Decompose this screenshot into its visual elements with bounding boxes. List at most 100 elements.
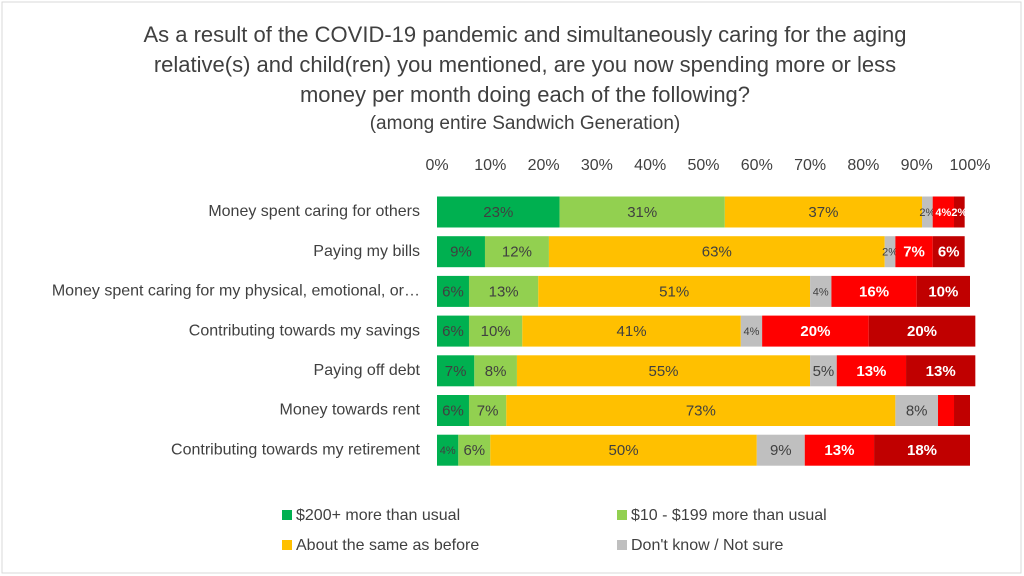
- bar-segment: [740, 315, 763, 347]
- bar-segment: [906, 355, 976, 387]
- bar-segment: [437, 315, 469, 347]
- bar-segment: [724, 196, 923, 228]
- data-label: 6%: [442, 323, 464, 340]
- data-label: 4%: [440, 445, 456, 457]
- legend-label: $200+ more than usual: [296, 507, 460, 524]
- bar-segment: [490, 434, 757, 466]
- chart-title: As a result of the COVID-19 pandemic and…: [143, 22, 907, 107]
- data-label: 6%: [442, 402, 464, 419]
- x-tick-label: 40%: [634, 157, 666, 174]
- data-label: 50%: [609, 442, 639, 459]
- chart-subtitle: (among entire Sandwich Generation): [369, 113, 681, 134]
- data-label: 7%: [445, 363, 467, 380]
- legend-label: Don't know / Not sure: [631, 537, 784, 554]
- bar-segment: [836, 355, 907, 387]
- legend-swatch: [617, 540, 627, 550]
- bar-segment: [437, 395, 469, 426]
- data-label: 37%: [808, 204, 838, 221]
- x-tick-label: 50%: [687, 157, 719, 174]
- bar-segment: [516, 355, 811, 387]
- data-label: 7%: [903, 244, 925, 261]
- bar-segment: [506, 395, 896, 426]
- data-label: 7%: [477, 402, 499, 419]
- bar-segment: [938, 395, 955, 426]
- data-label: 10%: [928, 283, 958, 300]
- bar-segment: [437, 236, 485, 268]
- bar-segment: [548, 236, 885, 268]
- y-tick-label: Contributing towards my savings: [189, 322, 420, 339]
- data-label: 13%: [926, 363, 956, 380]
- bar-segment: [756, 434, 805, 466]
- legend-swatch: [282, 540, 292, 550]
- y-tick-label: Money spent caring for my physical, emot…: [52, 283, 420, 300]
- data-label: 51%: [659, 283, 689, 300]
- data-label: 8%: [906, 402, 928, 419]
- bar-segment: [884, 236, 896, 268]
- data-label: 2%: [919, 207, 935, 219]
- x-tick-label: 30%: [581, 157, 613, 174]
- data-label: 4%: [813, 286, 829, 298]
- y-tick-label: Contributing towards my retirement: [171, 441, 421, 458]
- bar-segment: [932, 196, 955, 228]
- legend-swatch: [282, 510, 292, 520]
- data-label: 20%: [907, 323, 937, 340]
- bar-segment: [437, 355, 475, 387]
- bar-segment: [954, 395, 970, 426]
- bar-segment: [916, 275, 970, 307]
- bar-segment: [804, 434, 875, 466]
- data-label: 31%: [627, 204, 657, 221]
- y-tick-label: Money towards rent: [279, 402, 420, 419]
- data-label: 8%: [485, 363, 507, 380]
- data-label: 4%: [744, 326, 760, 338]
- data-label: 10%: [481, 323, 511, 340]
- bar-segment: [895, 395, 939, 426]
- y-tick-label: Paying my bills: [313, 243, 420, 260]
- x-tick-label: 60%: [741, 157, 773, 174]
- bar-segment: [468, 395, 507, 426]
- bar-segment: [468, 315, 523, 347]
- data-label: 6%: [463, 442, 485, 459]
- bar-segment: [868, 315, 976, 347]
- x-tick-label: 0%: [425, 157, 448, 174]
- bar-segment: [922, 196, 933, 228]
- bar-segment: [484, 236, 549, 268]
- bar-segment: [810, 275, 832, 307]
- data-label: 13%: [489, 283, 519, 300]
- bar-segment: [458, 434, 491, 466]
- bar-segment: [538, 275, 811, 307]
- x-tick-label: 100%: [950, 157, 991, 174]
- bar-segment: [559, 196, 725, 228]
- x-tick-label: 90%: [901, 157, 933, 174]
- data-label: 41%: [617, 323, 647, 340]
- x-tick-label: 10%: [474, 157, 506, 174]
- y-tick-label: Money spent caring for others: [208, 203, 420, 220]
- data-label: 2%: [951, 207, 967, 219]
- data-label: 9%: [770, 442, 792, 459]
- data-label: 12%: [502, 244, 532, 261]
- data-label: 63%: [702, 244, 732, 261]
- data-label: 5%: [813, 363, 835, 380]
- data-label: 20%: [800, 323, 830, 340]
- y-tick-label: Paying off debt: [314, 362, 421, 379]
- legend-label: $10 - $199 more than usual: [631, 507, 827, 524]
- x-tick-label: 20%: [528, 157, 560, 174]
- bar-segment: [895, 236, 933, 268]
- bar-segment: [932, 236, 965, 268]
- bar-segment: [468, 275, 539, 307]
- data-label: 55%: [649, 363, 679, 380]
- data-label: 9%: [450, 244, 472, 261]
- legend-label: About the same as before: [296, 537, 479, 554]
- legend-swatch: [617, 510, 627, 520]
- bar-segment: [437, 275, 469, 307]
- bar-segment: [522, 315, 741, 347]
- x-tick-label: 80%: [847, 157, 879, 174]
- data-label: 6%: [938, 244, 960, 261]
- data-label: 16%: [859, 283, 889, 300]
- bar-segment: [874, 434, 970, 466]
- data-label: 6%: [442, 283, 464, 300]
- data-label: 23%: [483, 204, 513, 221]
- data-label: 4%: [935, 207, 951, 219]
- bar-segment: [762, 315, 869, 347]
- bar-segment: [954, 196, 965, 228]
